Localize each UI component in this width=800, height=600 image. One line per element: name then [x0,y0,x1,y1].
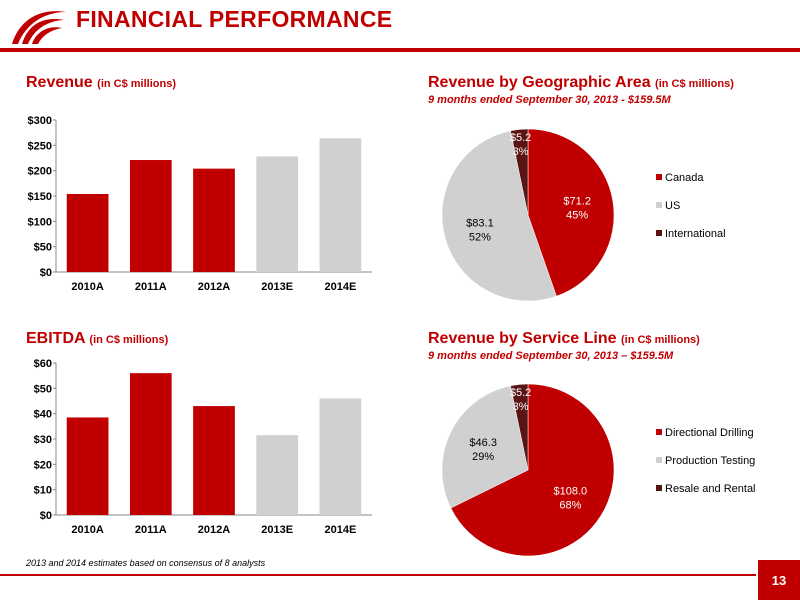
revenue-bar-2012A [193,168,235,272]
service-slice-value-label: $46.3 [469,437,497,449]
revenue-y-tick-label: $0 [40,267,52,279]
service-legend-label: Directional Drilling [665,427,754,439]
revenue-x-tick-label: 2012A [198,281,230,293]
ebitda-bar-2012A [193,406,235,515]
revenue-x-tick-label: 2013E [261,281,293,293]
ebitda-y-tick-label: $10 [34,485,52,497]
service-pie-chart: $108.0 68% $46.3 29% $5.2 3% Directional Drill… [400,365,800,565]
geo-legend-swatch [656,202,662,208]
geo-slice-value-label: $71.2 [563,196,591,208]
ebitda-y-tick-label: $40 [34,409,52,421]
revenue-x-tick-label: 2014E [324,281,356,293]
geo-chart-title: Revenue by Geographic Area (in C$ millio… [428,74,798,93]
ebitda-y-tick-label: $30 [34,434,52,446]
revenue-y-tick-label: $200 [28,166,52,178]
geo-legend-swatch [656,230,662,236]
ebitda-bar-2011A [129,373,172,515]
ebitda-bar-2014E [319,398,362,515]
service-legend-swatch [656,429,662,435]
ebitda-bar-2010A [66,417,109,515]
revenue-y-tick-label: $150 [28,191,52,203]
revenue-bar-2011A [129,160,172,272]
geo-legend-label: US [665,200,680,212]
ebitda-bar-chart: $0 $10 $20 $30 $40 $50 $60 2010A 2011A 2012A 2013E… [0,355,400,545]
ebitda-x-tick-label: 2013E [261,524,293,536]
revenue-x-tick-label: 2011A [135,281,167,293]
footer-divider [0,574,756,576]
page-title: FINANCIAL PERFORMANCE [76,6,393,32]
service-chart-subtitle: 9 months ended September 30, 2013 – $159… [428,350,674,362]
service-slice-percent-label: 68% [559,499,581,511]
revenue-unit-text: (in C$ millions) [97,78,176,90]
geo-slice-us [441,130,557,302]
service-slice-directional-drilling [450,383,615,557]
service-slice-value-label: $5.2 [510,387,531,399]
revenue-chart-title: Revenue (in C$ millions) [26,74,176,93]
geo-slice-percent-label: 45% [566,210,588,222]
ebitda-y-tick-label: $20 [34,459,52,471]
geo-legend-label: International [665,228,726,240]
geo-chart-subtitle: 9 months ended September 30, 2013 - $159… [428,94,671,106]
revenue-bar-2014E [319,138,362,272]
footnote: 2013 and 2014 estimates based on consens… [26,558,266,568]
geo-title-text: Revenue by Geographic Area [428,74,651,91]
geo-slice-international [510,128,529,216]
service-slice-percent-label: 29% [472,451,494,463]
revenue-y-tick-label: $300 [28,115,52,127]
geo-pie-chart: $71.2 45% $83.1 52% $5.2 3% Canada US Internatio… [400,110,800,310]
service-pie-chart-svg: $108.0 68% $46.3 29% $5.2 3% Directional Drill… [441,383,756,557]
service-slice-production-testing [441,385,529,509]
ebitda-chart-title: EBITDA (in C$ millions) [26,330,326,349]
service-slice-resale-and-rental [510,383,529,471]
service-title-text: Revenue by Service Line [428,330,617,347]
geo-unit-text: (in C$ millions) [655,78,734,90]
revenue-y-tick-label: $50 [34,242,52,254]
revenue-bar-2013E [256,156,299,272]
ebitda-x-tick-label: 2014E [324,524,356,536]
service-slice-percent-label: 3% [513,401,529,413]
service-chart-title: Revenue by Service Line (in C$ millions) [428,330,798,349]
ebitda-bar-chart-svg: $0 $10 $20 $30 $40 $50 $60 2010A 2011A 2012A 2013E… [34,358,372,536]
ebitda-x-tick-label: 2012A [198,524,230,536]
revenue-bar-chart-svg: $0 $50 $100 $150 $200 $250 $300 2010A 2011A 2012A… [28,115,372,293]
ebitda-x-tick-label: 2010A [71,524,103,536]
ebitda-bar-2013E [256,435,299,515]
revenue-title-text: Revenue [26,74,93,91]
service-legend-label: Resale and Rental [665,483,756,495]
company-logo [12,11,66,44]
service-legend-swatch [656,485,662,491]
revenue-bar-chart: $0 $50 $100 $150 $200 $250 $300 2010A 2011A 2012A… [0,112,400,302]
ebitda-x-tick-label: 2011A [135,524,167,536]
revenue-bar-2010A [66,193,109,272]
geo-slice-percent-label: 52% [469,231,491,243]
geo-slice-percent-label: 3% [513,146,529,158]
geo-legend-label: Canada [665,172,704,184]
service-unit-text: (in C$ millions) [620,334,700,346]
service-legend-label: Production Testing [665,455,755,467]
revenue-x-tick-label: 2010A [71,281,103,293]
service-slice-value-label: $108.0 [554,485,588,497]
ebitda-y-tick-label: $50 [34,383,52,395]
title-divider [0,48,800,52]
geo-legend-swatch [656,174,662,180]
ebitda-title-text: EBITDA [26,330,85,347]
geo-pie-chart-svg: $71.2 45% $83.1 52% $5.2 3% Canada US Internatio… [441,128,726,302]
geo-slice-canada [527,128,615,297]
revenue-y-tick-label: $100 [28,216,52,228]
geo-slice-value-label: $83.1 [466,217,494,229]
service-legend-swatch [656,457,662,463]
revenue-y-tick-label: $250 [28,140,52,152]
page-number: 13 [758,560,800,600]
geo-slice-value-label: $5.2 [510,132,531,144]
ebitda-unit-text: (in C$ millions) [89,334,169,346]
ebitda-y-tick-label: $60 [34,358,52,370]
ebitda-y-tick-label: $0 [40,510,52,522]
